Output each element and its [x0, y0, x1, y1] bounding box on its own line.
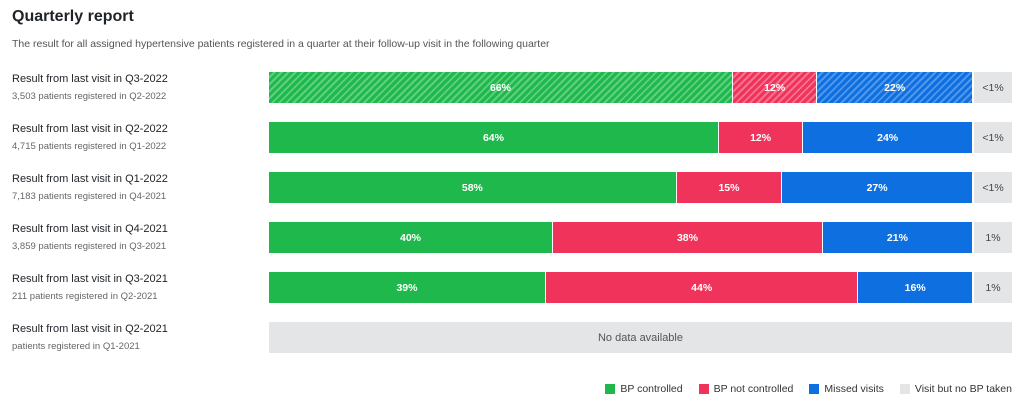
row-sublabel: 7,183 patients registered in Q4-2021 — [12, 191, 167, 202]
bar-segment-no-bp[interactable]: <1% — [974, 72, 1012, 103]
chart-row: Result from last visit in Q1-2022 7,183 p… — [0, 172, 1024, 212]
bar-segment[interactable]: 40% — [269, 222, 554, 253]
legend-swatch — [899, 384, 910, 394]
bar-segment[interactable]: 44% — [545, 272, 859, 303]
row-sublabel: 4,715 patients registered in Q1-2022 — [12, 141, 167, 152]
chart-row: Result from last visit in Q3-2021 211 pat… — [0, 272, 1024, 312]
row-sublabel: 211 patients registered in Q2-2021 — [12, 291, 158, 302]
bar-segment[interactable]: 27% — [782, 172, 972, 203]
row-sublabel: 3,859 patients registered in Q3-2021 — [12, 241, 167, 252]
bar-segment[interactable]: 24% — [803, 122, 972, 153]
stacked-bar: 40% 38% 21% — [269, 222, 972, 253]
legend-item: BP not controlled — [698, 383, 794, 395]
legend-item: Missed visits — [809, 383, 884, 395]
bar-segment[interactable]: 39% — [269, 272, 546, 303]
stacked-bar: 64% 12% 24% — [269, 122, 972, 153]
stacked-bar: 39% 44% 16% — [269, 272, 972, 303]
stacked-bar: 58% 15% 27% — [269, 172, 972, 203]
legend-label: Missed visits — [824, 383, 884, 395]
bar-segment-no-bp[interactable]: <1% — [974, 122, 1012, 153]
chart-row: Result from last visit in Q4-2021 3,859 p… — [0, 222, 1024, 262]
stacked-bar: 66% 12% 22% — [269, 72, 972, 103]
bar-segment[interactable]: 66% — [269, 72, 733, 103]
chart-row: Result from last visit in Q3-2022 3,503 p… — [0, 72, 1024, 112]
legend-item: BP controlled — [605, 383, 683, 395]
chart-row: Result from last visit in Q2-2022 4,715 p… — [0, 122, 1024, 162]
bar-segment[interactable]: 22% — [817, 72, 972, 103]
bar-segment[interactable]: 21% — [822, 222, 972, 253]
row-label: Result from last visit in Q3-2022 — [12, 73, 168, 85]
legend-swatch — [809, 384, 820, 394]
row-label: Result from last visit in Q3-2021 — [12, 273, 168, 285]
bar-segment[interactable]: 12% — [718, 122, 804, 153]
bar-segment[interactable]: 16% — [858, 272, 972, 303]
bar-segment[interactable]: 38% — [553, 222, 823, 253]
legend-item: Visit but no BP taken — [899, 383, 1012, 395]
legend-label: BP controlled — [620, 383, 683, 395]
legend-label: BP not controlled — [713, 383, 794, 395]
row-label: Result from last visit in Q2-2022 — [12, 123, 168, 135]
bar-segment-no-bp[interactable]: 1% — [974, 222, 1012, 253]
bar-segment[interactable]: 64% — [269, 122, 719, 153]
bar-segment-no-bp[interactable]: 1% — [974, 272, 1012, 303]
chart-row: Result from last visit in Q2-2021 patient… — [0, 322, 1024, 362]
row-sublabel: 3,503 patients registered in Q2-2022 — [12, 91, 167, 102]
row-label: Result from last visit in Q4-2021 — [12, 223, 168, 235]
page-title: Quarterly report — [12, 8, 134, 25]
legend-label: Visit but no BP taken — [914, 383, 1012, 395]
bar-segment[interactable]: 58% — [269, 172, 677, 203]
row-label: Result from last visit in Q1-2022 — [12, 173, 168, 185]
row-label: Result from last visit in Q2-2021 — [12, 323, 168, 335]
row-sublabel: patients registered in Q1-2021 — [12, 341, 140, 352]
legend-swatch — [605, 384, 616, 394]
no-data-bar: No data available — [269, 322, 1012, 353]
page-subtitle: The result for all assigned hypertensive… — [12, 38, 550, 50]
bar-segment-no-bp[interactable]: <1% — [974, 172, 1012, 203]
bar-segment[interactable]: 12% — [732, 72, 818, 103]
chart-legend: BP controlled BP not controlled Missed vis… — [605, 383, 1012, 395]
legend-swatch — [698, 384, 709, 394]
bar-segment[interactable]: 15% — [676, 172, 783, 203]
